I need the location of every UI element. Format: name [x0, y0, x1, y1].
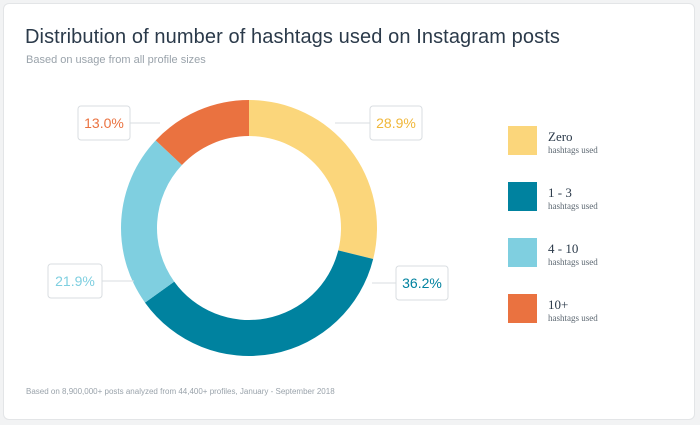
data-label-box-10: [77, 105, 131, 141]
data-label-box-1-3: [395, 265, 449, 301]
legend-item-10: 10+ hashtags used: [508, 294, 658, 324]
legend-label: 10+: [548, 297, 569, 312]
data-label-box-4-10: [47, 263, 103, 299]
chart-subtitle: Based on usage from all profile sizes: [26, 54, 206, 66]
legend-item-zero: Zero hashtags used: [508, 126, 658, 156]
legend-sublabel: hashtags used: [548, 257, 598, 267]
legend-sublabel: hashtags used: [548, 313, 598, 323]
legend-swatch: [508, 182, 537, 211]
data-label-box-zero: [369, 105, 423, 141]
data-label-1-3: 36.2%: [402, 275, 442, 291]
legend-sublabel: hashtags used: [548, 145, 598, 155]
data-label-zero: 28.9%: [376, 115, 416, 131]
data-label-4-10: 21.9%: [55, 273, 95, 289]
chart-title: Distribution of number of hashtags used …: [25, 26, 560, 48]
chart-card: Distribution of number of hashtags used …: [3, 3, 695, 420]
legend-sublabel: hashtags used: [548, 201, 598, 211]
legend-item-4-10: 4 - 10 hashtags used: [508, 238, 658, 268]
legend-swatch: [508, 294, 537, 323]
legend-label: 4 - 10: [548, 241, 579, 256]
legend-label: 1 - 3: [548, 185, 572, 200]
data-label-10: 13.0%: [84, 115, 124, 131]
legend-label: Zero: [548, 129, 573, 144]
legend-swatch: [508, 238, 537, 267]
donut-slice-1-3: [144, 250, 374, 357]
legend-item-1-3: 1 - 3 hashtags used: [508, 182, 658, 212]
donut-slice-4-10: [121, 140, 182, 303]
legend-swatch: [508, 126, 537, 155]
donut-slice-10: [155, 100, 249, 166]
chart-footnote: Based on 8,900,000+ posts analyzed from …: [26, 387, 335, 396]
donut-slice-zero: [249, 100, 377, 260]
